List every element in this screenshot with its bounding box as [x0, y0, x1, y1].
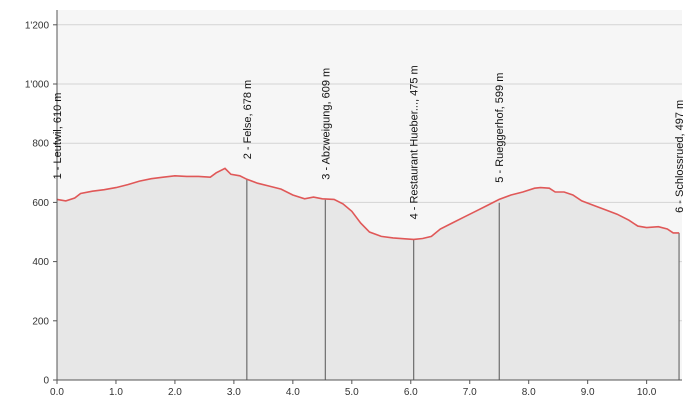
y-tick-label: 600 — [32, 198, 49, 209]
x-tick-label: 3.0 — [227, 387, 241, 398]
x-tick-label: 9.0 — [581, 387, 595, 398]
y-axis-ticks: 0 200 400 600 800 1'000 1'200 — [25, 20, 57, 387]
waypoint-labels: 1 - Leutwil, 610 m 2 - Felse, 678 m 3 - Ab… — [52, 65, 686, 219]
waypoint-label: 3 - Abzweigung, 609 m — [320, 68, 332, 180]
x-tick-label: 6.0 — [404, 387, 418, 398]
elevation-area — [57, 168, 680, 380]
waypoint-label: 1 - Leutwil, 610 m — [52, 93, 64, 180]
x-tick-label: 1.0 — [109, 387, 123, 398]
waypoint-label: 2 - Felse, 678 m — [242, 80, 254, 159]
waypoint-label: 4 - Restaurant Hueber..., 475 m — [409, 65, 421, 219]
x-tick-label: 5.0 — [345, 387, 359, 398]
waypoint-label: 5 - Rueggerhof, 599 m — [494, 73, 506, 183]
x-axis-ticks: 0.0 1.0 2.0 3.0 4.0 5.0 6.0 7.0 8.0 9.0 10.0 — [50, 380, 657, 398]
x-tick-label: 0.0 — [50, 387, 64, 398]
x-tick-label: 10.0 — [637, 387, 657, 398]
y-tick-label: 400 — [32, 257, 49, 268]
y-tick-label: 200 — [32, 316, 49, 327]
elevation-line — [56, 167, 680, 241]
x-tick-label: 8.0 — [522, 387, 536, 398]
y-tick-label: 800 — [32, 139, 49, 150]
y-tick-label: 0 — [43, 376, 49, 387]
y-tick-label: 1'200 — [25, 20, 50, 31]
x-tick-label: 4.0 — [286, 387, 300, 398]
x-tick-label: 2.0 — [168, 387, 182, 398]
waypoint-label: 6 - Schlossrued, 497 m — [674, 100, 686, 213]
x-tick-label: 7.0 — [463, 387, 477, 398]
y-tick-label: 1'000 — [25, 80, 50, 91]
